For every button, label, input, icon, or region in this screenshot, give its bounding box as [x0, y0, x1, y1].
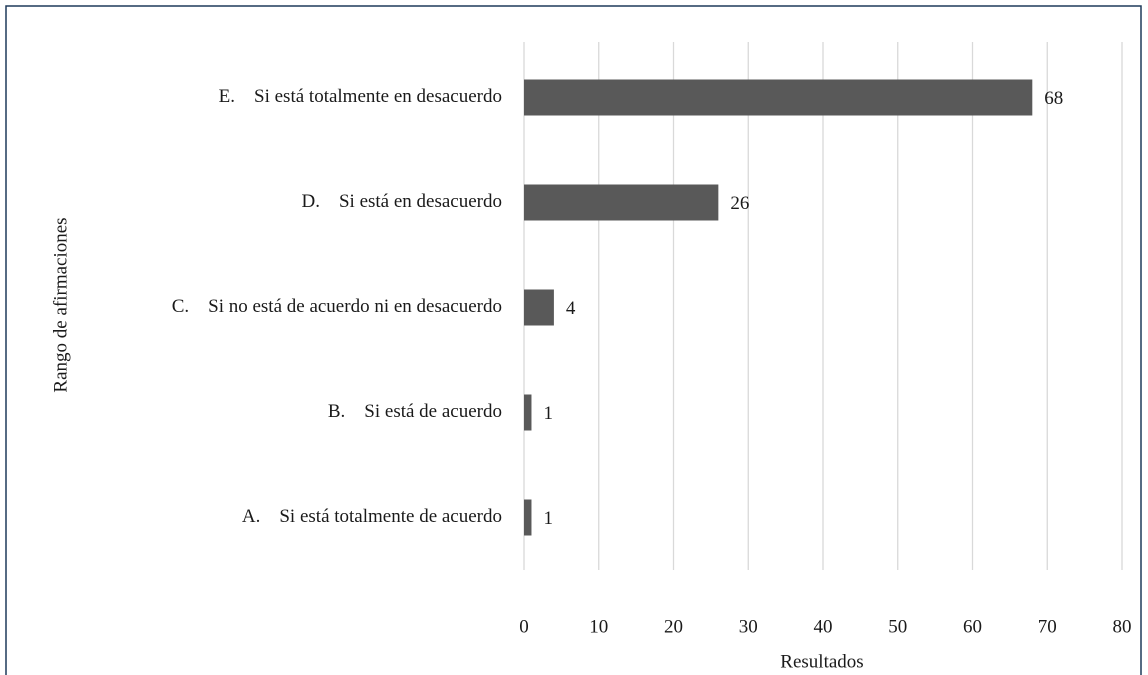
y-tick-label: A. Si está totalmente de acuerdo [242, 506, 502, 527]
y-tick-label: B. Si está de acuerdo [328, 401, 502, 422]
bar [524, 184, 719, 221]
data-label: 26 [730, 193, 749, 214]
x-tick-label: 30 [739, 616, 758, 637]
bar [524, 289, 554, 326]
data-label: 4 [566, 298, 576, 319]
chart-border [5, 5, 1142, 675]
data-label: 1 [543, 403, 553, 424]
bar [524, 499, 532, 536]
x-tick-label: 40 [814, 616, 833, 637]
bar [524, 394, 532, 431]
y-tick-label: C. Si no está de acuerdo ni en desacuerd… [172, 296, 502, 317]
x-tick-label: 80 [1113, 616, 1132, 637]
y-tick-label: D. Si está en desacuerdo [302, 191, 503, 212]
x-tick-label: 60 [963, 616, 982, 637]
x-tick-label: 50 [888, 616, 907, 637]
x-axis-label: Resultados [780, 651, 863, 672]
x-tick-label: 20 [664, 616, 683, 637]
y-axis-label: Rango de afirmaciones [50, 217, 71, 392]
x-tick-label: 10 [589, 616, 608, 637]
x-tick-label: 0 [519, 616, 529, 637]
bar [524, 79, 1033, 116]
y-tick-label: E. Si está totalmente en desacuerdo [219, 86, 502, 107]
data-label: 1 [543, 508, 553, 529]
data-label: 68 [1044, 88, 1063, 109]
x-tick-label: 70 [1038, 616, 1057, 637]
